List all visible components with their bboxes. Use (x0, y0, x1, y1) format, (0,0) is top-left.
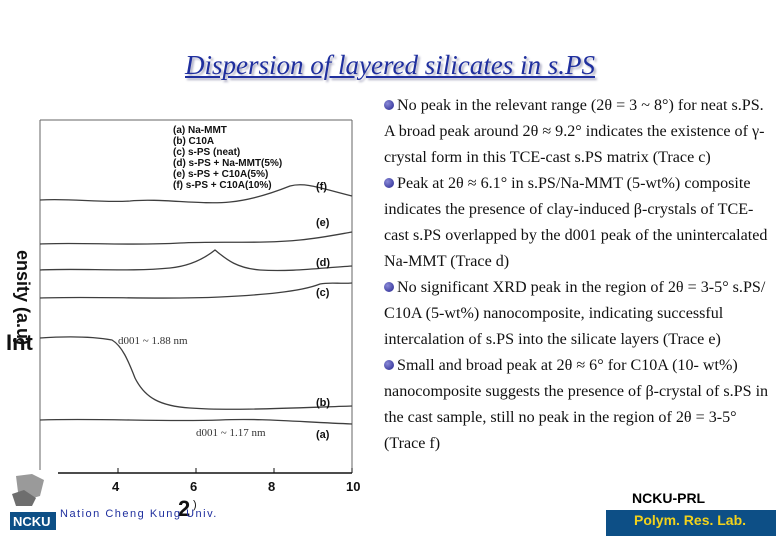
y-axis-label: Int (6, 330, 34, 355)
bullet-2: Peak at 2θ ≈ 6.1° in s.PS/Na-MMT (5-wt%)… (384, 175, 768, 270)
page-title: Dispersion of layered silicates in s.PS (185, 50, 595, 80)
bullet-3: No significant XRD peak in the region of… (384, 279, 766, 348)
trace-b (39, 336, 353, 410)
bullet-1: No peak in the relevant range (2θ = 3 ~ … (384, 97, 765, 166)
trace-label-e: (e) (316, 217, 330, 229)
x-axis-label-suffix: ) (193, 499, 197, 511)
x-tick-label: 8 (268, 479, 275, 494)
ncku-prl-label: NCKU-PRL (632, 490, 706, 506)
annotation-d001-2: d001 ~ 1.17 nm (196, 427, 266, 439)
trace-f (39, 184, 353, 204)
bullet-icon (384, 178, 394, 188)
trace-label-d: (d) (316, 257, 330, 269)
polymer-lab-band: Polym. Res. Lab. (606, 510, 776, 536)
ncku-logo: NCKU (6, 470, 58, 532)
trace-c (39, 282, 353, 299)
legend-entry-d: (d) s-PS + Na-MMT(5%) (173, 158, 282, 169)
legend-entry-c: (c) s-PS (neat) (173, 147, 240, 158)
bullet-icon (384, 100, 394, 110)
xrd-chart: 4 6 8 10 (a) Na-MMT (b) C10A (c) s-PS (neat… (6, 119, 360, 521)
y-axis-label-rotated: ensity (a.u) (13, 250, 33, 345)
x-ticks: 4 6 8 10 (112, 468, 360, 494)
trace-label-f: (f) (316, 181, 327, 193)
bullet-4: Small and broad peak at 2θ ≈ 6° for C10A… (384, 357, 769, 452)
x-tick-label: 10 (346, 479, 360, 494)
bullet-icon (384, 360, 394, 370)
trace-label-a: (a) (316, 429, 330, 441)
legend-entry-f: (f) s-PS + C10A(10%) (173, 180, 272, 191)
university-name: Nation Cheng Kung Univ. (60, 508, 218, 520)
x-axis-label: 2 (178, 496, 190, 521)
trace-d (39, 249, 353, 272)
legend-entry-e: (e) s-PS + C10A(5%) (173, 169, 268, 180)
x-tick-label: 4 (112, 479, 120, 494)
legend-entry-a: (a) Na-MMT (173, 125, 227, 136)
annotation-d001-1: d001 ~ 1.88 nm (118, 335, 188, 347)
bullet-icon (384, 282, 394, 292)
trace-label-b: (b) (316, 397, 330, 409)
bullet-list: No peak in the relevant range (2θ = 3 ~ … (384, 93, 774, 457)
trace-a (39, 418, 353, 425)
trace-label-c: (c) (316, 287, 330, 299)
legend-entry-b: (b) C10A (173, 136, 214, 147)
logo-text: NCKU (13, 514, 51, 529)
x-tick-label: 6 (190, 479, 197, 494)
trace-e (39, 231, 353, 245)
polymer-lab-label: Polym. Res. Lab. (634, 512, 747, 528)
